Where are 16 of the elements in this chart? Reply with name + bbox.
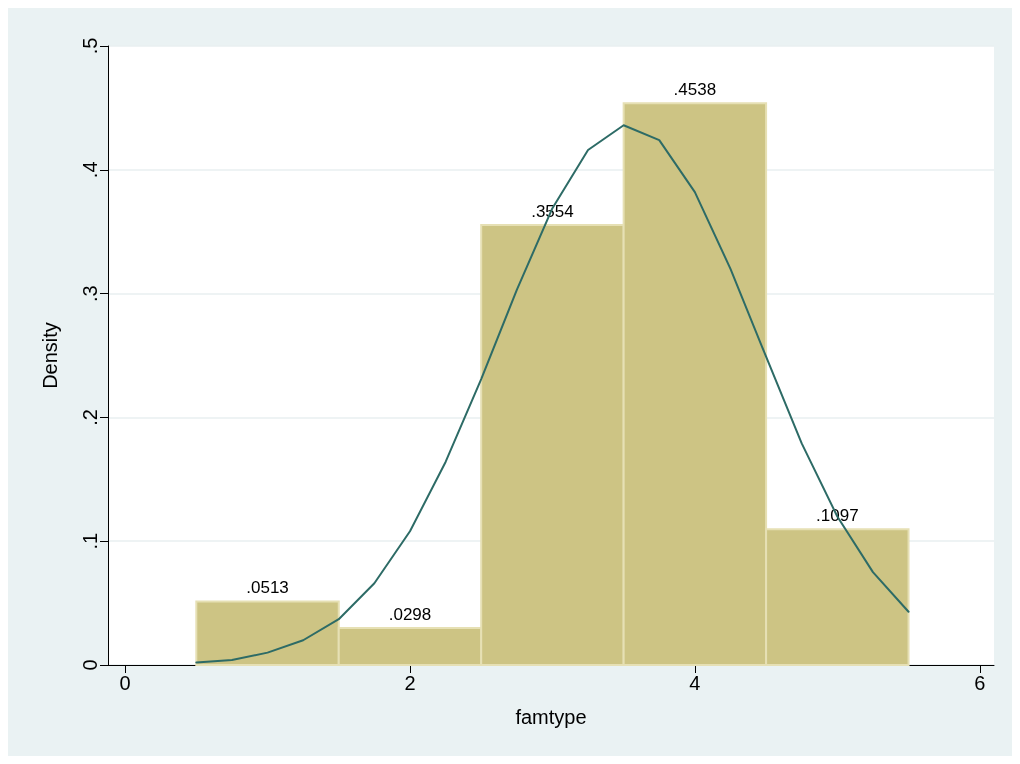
y-tick-label: 0 [79,659,101,671]
data-label: .4538 [673,80,717,100]
y-tick-label: .5 [79,37,101,55]
x-tick-label: 6 [974,672,986,694]
y-tick-label: .3 [79,285,101,302]
x-tick-label: 4 [689,672,701,694]
y-axis-title: Density [39,322,61,389]
y-tick-label: .1 [79,532,101,550]
data-label: .0298 [388,605,432,625]
y-tick-label: .4 [79,161,101,179]
data-label: .0513 [246,578,289,598]
x-tick-label: 0 [119,672,131,694]
x-axis-title: famtype [515,706,587,728]
x-tick-label: 2 [404,672,416,694]
y-tick-label: .2 [79,409,101,426]
line-series [195,124,910,664]
